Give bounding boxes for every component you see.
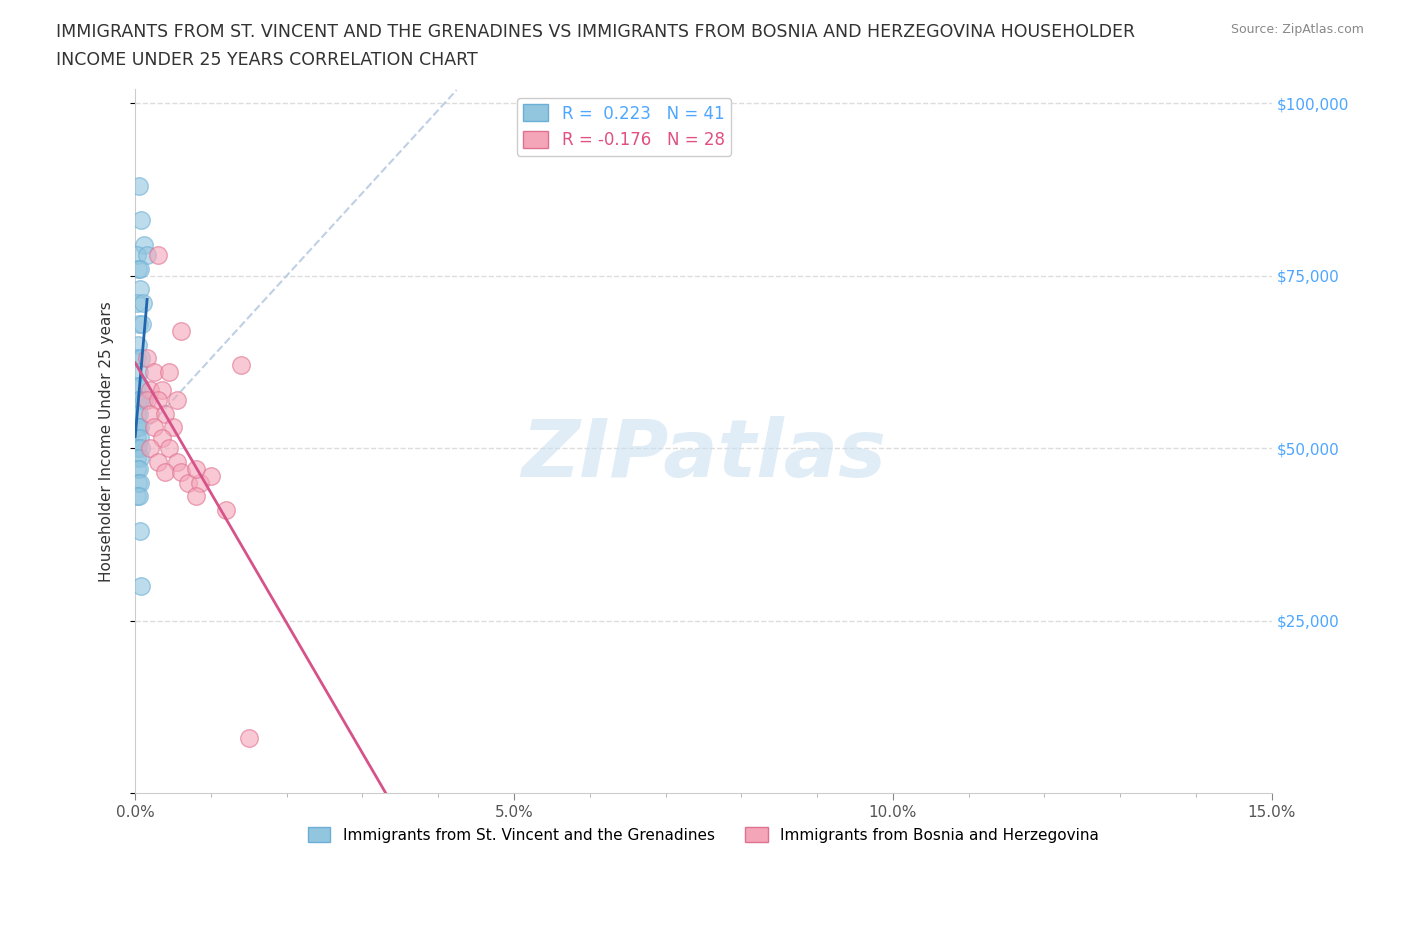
Point [127, 338, 149, 352]
Point [125, 379, 148, 393]
Point [127, 261, 149, 276]
Y-axis label: Householder Income Under 25 years: Householder Income Under 25 years [100, 301, 114, 581]
Point [166, 455, 188, 470]
Point [128, 431, 150, 445]
Point [129, 441, 152, 456]
Point [157, 365, 180, 379]
Point [146, 392, 169, 407]
Point [143, 420, 166, 435]
Point [135, 392, 157, 407]
Point [139, 441, 162, 456]
Point [135, 247, 157, 262]
Point [127, 431, 149, 445]
Point [184, 489, 207, 504]
Point [127, 351, 149, 365]
Point [127, 475, 149, 490]
Point [127, 489, 149, 504]
Point [129, 578, 152, 593]
Point [169, 324, 191, 339]
Point [129, 420, 152, 435]
Point [128, 316, 150, 331]
Point [128, 461, 150, 476]
Point [129, 261, 152, 276]
Point [128, 282, 150, 297]
Point [139, 406, 162, 421]
Point [231, 358, 253, 373]
Point [184, 461, 207, 476]
Point [150, 431, 173, 445]
Point [127, 296, 149, 311]
Text: Source: ZipAtlas.com: Source: ZipAtlas.com [1230, 23, 1364, 36]
Text: IMMIGRANTS FROM ST. VINCENT AND THE GRENADINES VS IMMIGRANTS FROM BOSNIA AND HER: IMMIGRANTS FROM ST. VINCENT AND THE GREN… [56, 23, 1136, 41]
Point [177, 475, 200, 490]
Point [188, 475, 211, 490]
Point [128, 524, 150, 538]
Point [129, 392, 152, 407]
Point [146, 247, 169, 262]
Point [127, 406, 149, 421]
Point [129, 475, 152, 490]
Point [132, 296, 155, 311]
Point [162, 420, 184, 435]
Point [128, 489, 150, 504]
Point [127, 441, 149, 456]
Point [127, 451, 149, 466]
Point [128, 451, 150, 466]
Point [127, 420, 149, 435]
Point [128, 365, 150, 379]
Point [125, 461, 148, 476]
Point [143, 365, 166, 379]
Point [169, 465, 191, 480]
Point [146, 455, 169, 470]
Point [125, 420, 148, 435]
Point [150, 382, 173, 397]
Point [135, 351, 157, 365]
Point [134, 237, 156, 252]
Point [238, 730, 260, 745]
Point [125, 247, 148, 262]
Point [215, 503, 238, 518]
Text: INCOME UNDER 25 YEARS CORRELATION CHART: INCOME UNDER 25 YEARS CORRELATION CHART [56, 51, 478, 69]
Point [128, 379, 150, 393]
Point [157, 441, 180, 456]
Point [128, 406, 150, 421]
Point [200, 469, 222, 484]
Point [129, 351, 152, 365]
Point [166, 392, 188, 407]
Point [155, 465, 177, 480]
Point [139, 382, 162, 397]
Point [128, 179, 150, 193]
Point [129, 213, 152, 228]
Point [131, 316, 153, 331]
Point [132, 392, 155, 407]
Text: ZIPatlas: ZIPatlas [520, 417, 886, 495]
Point [155, 406, 177, 421]
Point [125, 441, 148, 456]
Point [127, 392, 149, 407]
Legend: Immigrants from St. Vincent and the Grenadines, Immigrants from Bosnia and Herze: Immigrants from St. Vincent and the Gren… [301, 820, 1105, 849]
